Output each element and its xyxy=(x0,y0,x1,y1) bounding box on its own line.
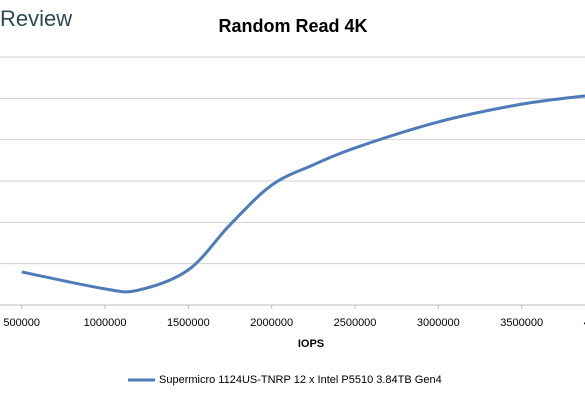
x-tick-label: 1000000 xyxy=(84,317,127,329)
x-tick-label: 4000000 xyxy=(584,317,585,329)
brand: Review xyxy=(0,6,72,31)
chart-title: Random Read 4K xyxy=(218,16,367,36)
x-tick-label: 2000000 xyxy=(250,317,293,329)
x-tick-label: 1500000 xyxy=(167,317,210,329)
legend-label: Supermicro 1124US-TNRP 12 x Intel P5510 … xyxy=(159,374,442,386)
x-tick-label: 3500000 xyxy=(500,317,543,329)
x-tick-label: 3000000 xyxy=(417,317,460,329)
x-tick-label: 2500000 xyxy=(334,317,377,329)
x-tick-label: 500000 xyxy=(3,317,40,329)
series-line xyxy=(21,94,585,294)
x-axis-title: IOPS xyxy=(298,338,324,350)
